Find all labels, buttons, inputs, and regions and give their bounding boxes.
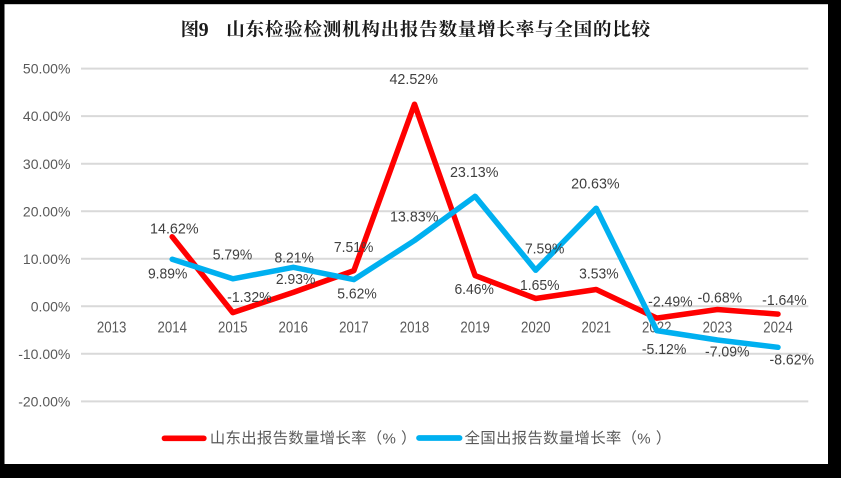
svg-text:%: % — [383, 430, 396, 447]
svg-text:14.62%: 14.62% — [150, 220, 199, 237]
svg-text:-8.62%: -8.62% — [770, 352, 815, 369]
svg-text:-1.32%: -1.32% — [227, 289, 272, 306]
svg-text:7.51%: 7.51% — [334, 239, 374, 256]
svg-text:-20.00%: -20.00% — [18, 394, 70, 410]
svg-text:-7.09%: -7.09% — [705, 343, 750, 360]
svg-text:2016: 2016 — [279, 319, 309, 336]
svg-text:20.63%: 20.63% — [571, 176, 620, 193]
svg-text:3.53%: 3.53% — [579, 265, 619, 282]
svg-text:42.52%: 42.52% — [389, 71, 438, 88]
svg-text:2017: 2017 — [339, 319, 369, 336]
svg-text:0.00%: 0.00% — [31, 298, 71, 314]
svg-text:2018: 2018 — [400, 319, 430, 336]
svg-text:-10.00%: -10.00% — [18, 346, 70, 362]
svg-text:5.79%: 5.79% — [213, 247, 253, 264]
svg-text:-2.49%: -2.49% — [648, 293, 693, 310]
svg-text:2024: 2024 — [763, 319, 793, 336]
svg-text:50.00%: 50.00% — [23, 61, 70, 77]
svg-text:6.46%: 6.46% — [454, 281, 494, 298]
svg-text:2020: 2020 — [521, 319, 551, 336]
svg-text:1.65%: 1.65% — [520, 277, 560, 294]
svg-text:-0.68%: -0.68% — [698, 289, 743, 306]
svg-text:10.00%: 10.00% — [23, 251, 70, 267]
svg-text:9: 9 — [199, 19, 209, 41]
svg-text:2014: 2014 — [157, 319, 187, 336]
svg-text:13.83%: 13.83% — [390, 209, 439, 226]
svg-text:2015: 2015 — [218, 319, 248, 336]
svg-text:2.93%: 2.93% — [276, 271, 316, 288]
svg-text:40.00%: 40.00% — [23, 108, 70, 124]
svg-text:30.00%: 30.00% — [23, 156, 70, 172]
svg-text:2013: 2013 — [97, 319, 127, 336]
svg-text:20.00%: 20.00% — [23, 203, 70, 219]
svg-text:23.13%: 23.13% — [450, 164, 499, 181]
svg-text:-5.12%: -5.12% — [642, 341, 687, 358]
svg-text:2019: 2019 — [460, 319, 490, 336]
svg-text:2021: 2021 — [581, 319, 611, 336]
svg-text:7.59%: 7.59% — [525, 241, 565, 258]
svg-text:2023: 2023 — [703, 319, 733, 336]
svg-text:8.21%: 8.21% — [274, 249, 314, 266]
svg-text:9.89%: 9.89% — [148, 266, 188, 283]
svg-text:-1.64%: -1.64% — [762, 292, 807, 309]
svg-text:%: % — [637, 430, 650, 447]
svg-text:5.62%: 5.62% — [337, 285, 377, 302]
